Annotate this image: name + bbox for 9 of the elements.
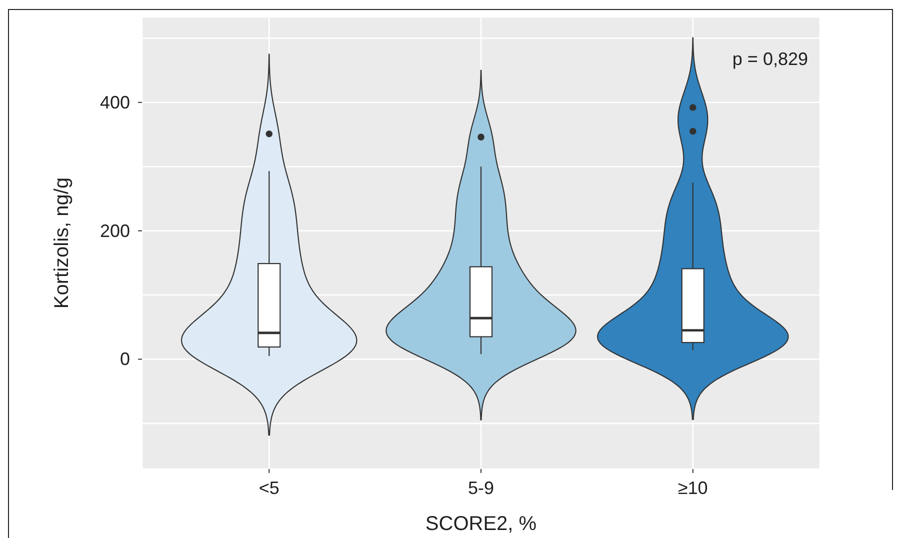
y-tick-label: 200 <box>100 220 130 241</box>
x-tick-label: <5 <box>258 478 280 498</box>
annotation: p = 0,829 <box>732 49 808 69</box>
y-axis-title: Kortizolis, ng/g <box>51 177 73 309</box>
x-tick-label: 5-9 <box>468 478 494 498</box>
y-tick-label: 0 <box>120 349 130 370</box>
x-axis-title: SCORE2, % <box>425 513 537 535</box>
x-tick-label: ≥10 <box>678 478 708 498</box>
y-tick-label: 400 <box>100 92 130 112</box>
